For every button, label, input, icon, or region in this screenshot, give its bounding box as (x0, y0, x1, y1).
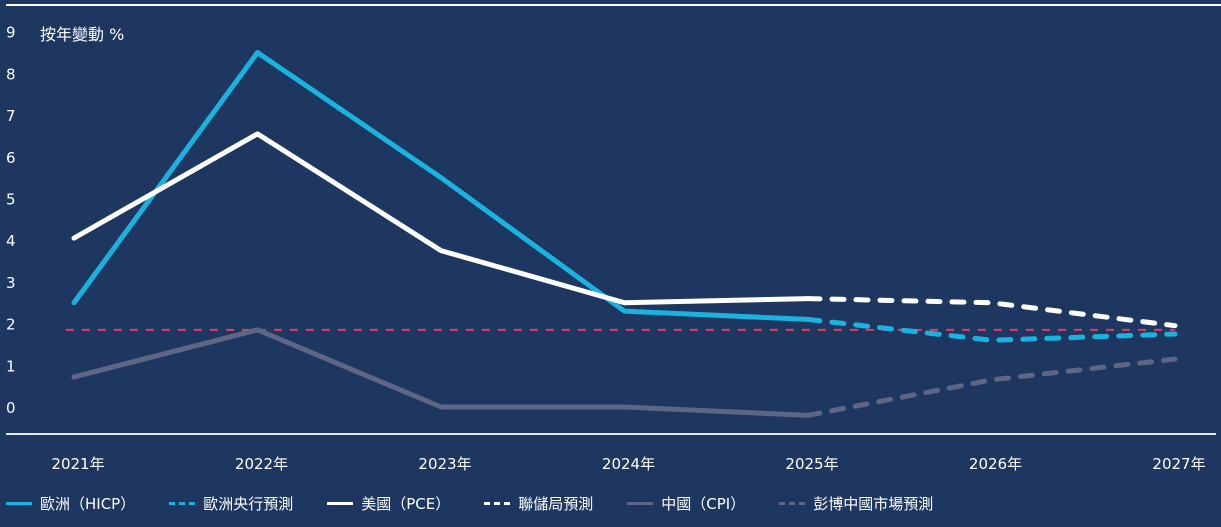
legend-label: 彭博中國市場預測 (813, 495, 934, 513)
y-tick-label: 3 (6, 274, 16, 292)
legend-swatch-icon (484, 502, 511, 505)
legend-item: 中國（CPI） (627, 493, 745, 514)
legend-label: 歐洲央行預測 (203, 495, 294, 513)
legend-label: 歐洲（HICP） (40, 495, 136, 513)
x-tick-label: 2021年 (51, 455, 104, 473)
legend-swatch-icon (6, 502, 32, 505)
legend-swatch-icon (627, 502, 654, 505)
legend-item: 美國（PCE） (327, 493, 450, 514)
y-tick-label: 1 (6, 357, 16, 375)
y-tick-label: 8 (6, 65, 16, 83)
y-tick-label: 0 (6, 399, 16, 417)
y-tick-label: 9 (6, 24, 16, 42)
y-axis-label: 按年變動 % (40, 25, 125, 44)
series-line-2 (71, 131, 811, 306)
x-tick-label: 2027年 (1152, 455, 1205, 473)
legend-swatch-icon (779, 502, 806, 505)
legend-swatch-icon (327, 502, 354, 505)
legend-label: 中國（CPI） (661, 495, 746, 513)
legend: 歐洲（HICP） 歐洲央行預測 美國（PCE） 聯儲局預測 中國（CPI） 彭博中國市場預… (6, 493, 967, 514)
x-tick-label: 2026年 (969, 455, 1022, 473)
x-tick-label: 2022年 (235, 455, 288, 473)
y-tick-label: 2 (6, 316, 16, 334)
y-tick-label: 6 (6, 149, 16, 167)
y-tick-label: 5 (6, 191, 16, 209)
legend-item: 彭博中國市場預測 (779, 493, 933, 514)
y-tick-label: 4 (6, 232, 16, 250)
legend-swatch-icon (169, 502, 196, 505)
legend-item: 歐洲（HICP） (6, 493, 135, 514)
x-tick-label: 2023年 (418, 455, 471, 473)
legend-label: 美國（PCE） (361, 495, 451, 513)
x-tick-label: 2024年 (602, 455, 655, 473)
y-tick-label: 7 (6, 107, 16, 125)
legend-item: 歐洲央行預測 (169, 493, 293, 514)
series-line-1 (805, 316, 1178, 343)
legend-item: 聯儲局預測 (484, 493, 593, 514)
x-tick-label: 2025年 (785, 455, 838, 473)
series-line-3 (805, 296, 1178, 329)
series-line-5 (805, 356, 1178, 418)
series-line-0 (71, 50, 811, 322)
legend-label: 聯儲局預測 (518, 495, 594, 513)
series-line-4 (71, 327, 811, 418)
